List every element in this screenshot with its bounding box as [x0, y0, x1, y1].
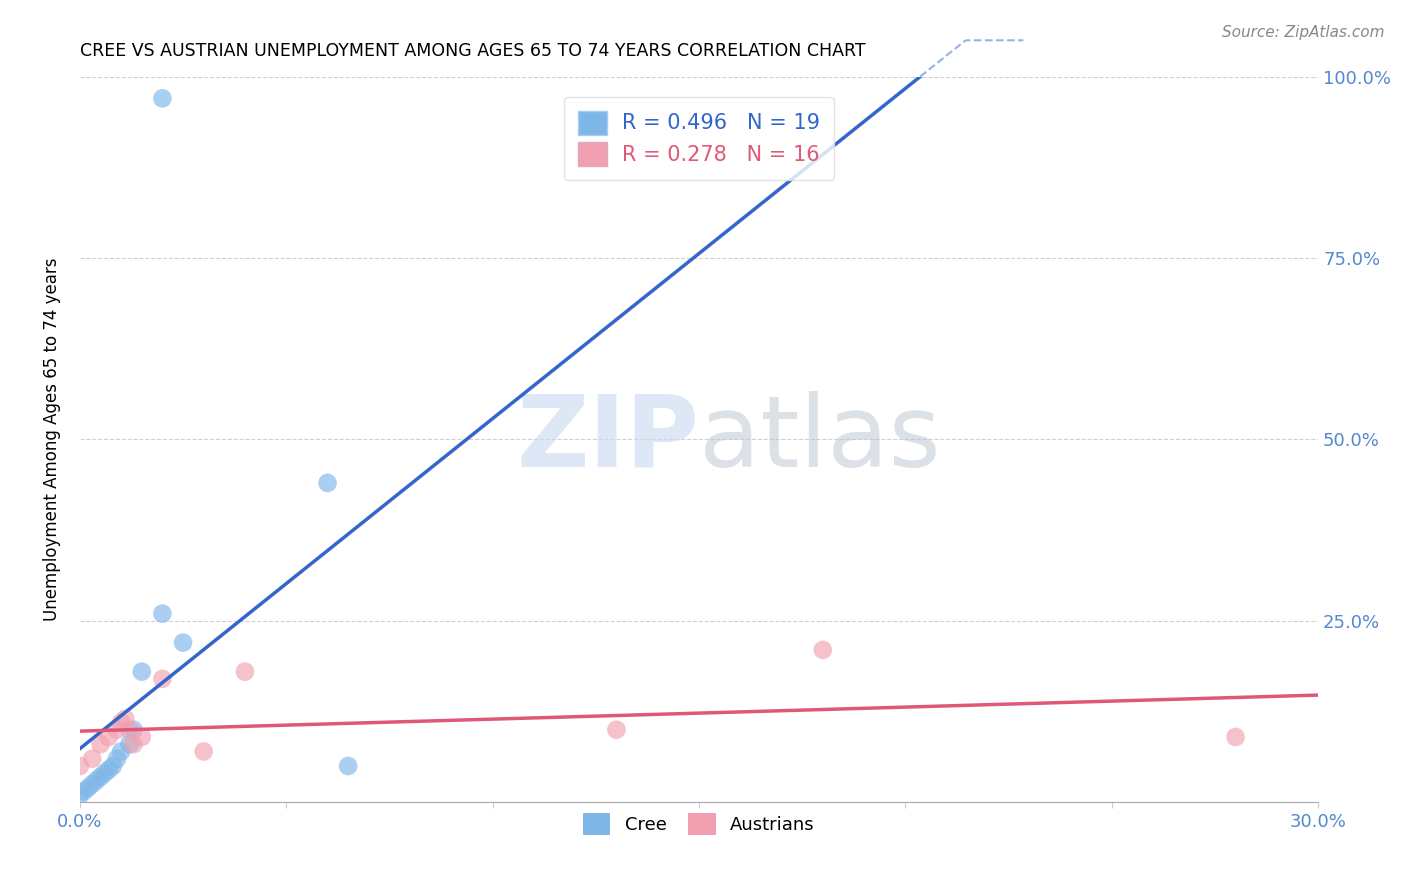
Point — [118, 723, 141, 737]
Point — [89, 770, 111, 784]
Point — [97, 730, 120, 744]
Point — [193, 744, 215, 758]
Point — [131, 665, 153, 679]
Point — [101, 759, 124, 773]
Text: atlas: atlas — [699, 391, 941, 488]
Text: Source: ZipAtlas.com: Source: ZipAtlas.com — [1222, 25, 1385, 40]
Text: CREE VS AUSTRIAN UNEMPLOYMENT AMONG AGES 65 TO 74 YEARS CORRELATION CHART: CREE VS AUSTRIAN UNEMPLOYMENT AMONG AGES… — [80, 42, 866, 60]
Point — [605, 723, 627, 737]
Point — [114, 712, 136, 726]
Point — [73, 784, 96, 798]
Point — [152, 672, 174, 686]
Point — [172, 635, 194, 649]
Point — [69, 788, 91, 802]
Point — [97, 763, 120, 777]
Point — [152, 607, 174, 621]
Text: ZIP: ZIP — [516, 391, 699, 488]
Point — [77, 780, 100, 795]
Point — [1225, 730, 1247, 744]
Y-axis label: Unemployment Among Ages 65 to 74 years: Unemployment Among Ages 65 to 74 years — [44, 258, 60, 621]
Point — [233, 665, 256, 679]
Point — [118, 737, 141, 751]
Point — [811, 643, 834, 657]
Point — [82, 752, 104, 766]
Point — [105, 752, 128, 766]
Point — [152, 91, 174, 105]
Point — [337, 759, 360, 773]
Point — [316, 475, 339, 490]
Point — [122, 737, 145, 751]
Legend: Cree, Austrians: Cree, Austrians — [575, 804, 824, 844]
Point — [110, 715, 132, 730]
Point — [93, 766, 115, 780]
Point — [110, 744, 132, 758]
Point — [69, 759, 91, 773]
Point — [82, 777, 104, 791]
Point — [89, 737, 111, 751]
Point — [122, 723, 145, 737]
Point — [131, 730, 153, 744]
Point — [86, 773, 108, 788]
Point — [105, 723, 128, 737]
